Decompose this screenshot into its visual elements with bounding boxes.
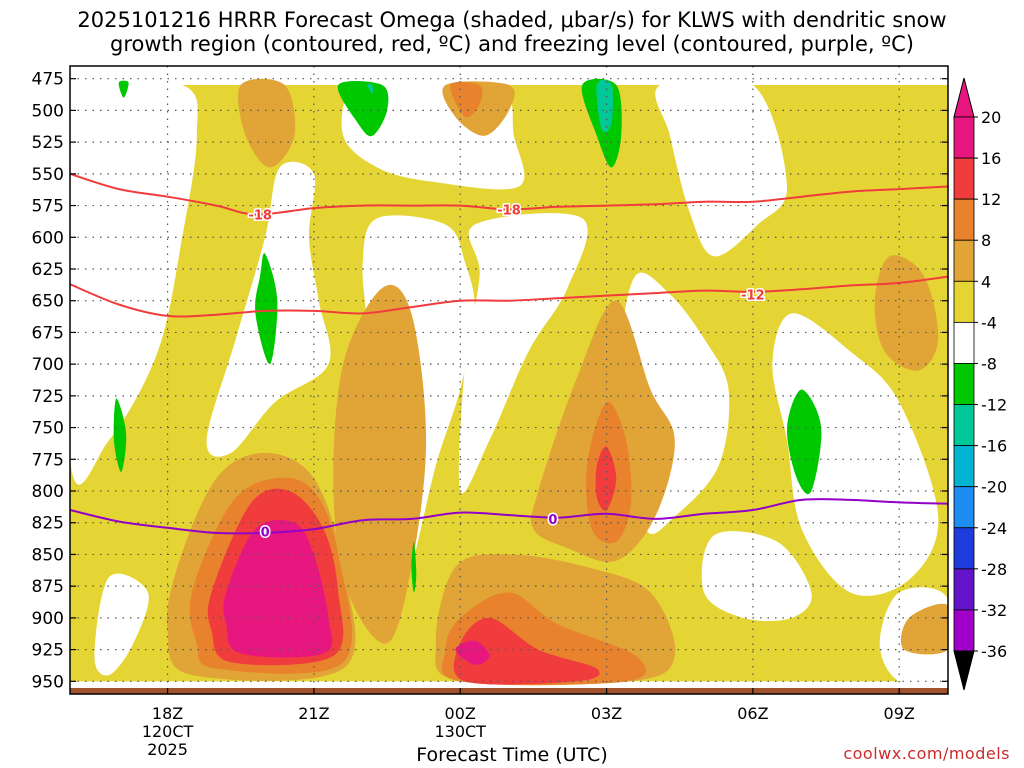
y-tick-label: 525 [32,133,64,153]
x-tick-label: 21Z [298,704,329,723]
y-tick-label: 475 [32,70,64,90]
chart-title-line-2: growth region (contoured, red, ºC) and f… [110,32,914,56]
x-tick-date: 130CT [434,722,486,741]
colorbar-segment [953,609,975,652]
omega-region [900,603,948,655]
colorbar-segment [953,321,975,364]
site-credit: coolwx.com/models [843,744,1010,763]
omega-shading [70,66,948,690]
chart-title-line-1: 2025101216 HRRR Forecast Omega (shaded, … [77,8,947,32]
colorbar-label: 12 [981,190,1001,209]
colorbar-label: -32 [981,601,1007,620]
dgz-contour-label: -18 [248,208,272,223]
colorbar-label: -24 [981,519,1007,538]
colorbar-label: 20 [981,108,1001,127]
omega-region [701,531,812,622]
y-axis: 475 500 525 550 575 600 625 650 675 700 725 750 775 8… [32,70,948,692]
colorbar-segment [953,404,975,447]
y-tick-label: 700 [32,355,64,375]
y-tick-label: 675 [32,323,64,343]
dgz-contour [70,275,948,318]
omega-region [450,81,483,118]
omega-region [453,617,600,685]
y-tick-label: 925 [32,641,64,661]
dgz-contour [70,172,948,216]
y-tick-label: 900 [32,609,64,629]
y-tick-label: 575 [32,197,64,217]
omega-region [337,81,389,137]
omega-region [237,78,296,168]
colorbar-segment [953,363,975,405]
y-tick-label: 500 [32,101,64,121]
y-tick-label: 950 [32,672,64,692]
y-tick-label: 825 [32,514,64,534]
colorbar-label: -36 [981,642,1007,661]
omega-region [595,446,617,511]
colorbar-segment [953,239,975,282]
omega-region [596,79,613,133]
x-tick-year: 2025 [147,740,188,759]
colorbar-label: 4 [981,272,991,291]
x-tick-label: 18Z [152,704,183,723]
x-axis-title: Forecast Time (UTC) [416,744,608,766]
omega-region [118,80,129,98]
omega-region [70,66,198,485]
plot-frame [69,65,949,695]
colorbar-label: -16 [981,437,1007,456]
omega-region [455,640,490,665]
y-tick-label: 875 [32,577,64,597]
colorbar-label: 8 [981,231,991,250]
colorbar-segment [953,157,975,200]
freezing-level-contour [70,498,948,535]
colorbar-label: -12 [981,396,1007,415]
y-tick-label: 800 [32,482,64,502]
y-tick-label: 625 [32,260,64,280]
colorbar-label: -20 [981,478,1007,497]
colorbar-segment [953,116,975,159]
colorbar-label: 16 [981,149,1001,168]
colorbar: 20 16 12 8 4 -4 -8 -12 -16 -20 -24 -28 -32 -36 [953,77,1007,691]
y-tick-label: 775 [32,450,64,470]
colorbar-label: -28 [981,560,1007,579]
ground-bar [70,688,948,694]
colorbar-segment [953,445,975,488]
omega-region [772,313,939,596]
omega-region [113,398,127,473]
omega-region [655,75,788,257]
colorbar-segment [953,486,975,529]
colorbar-label: -4 [981,313,997,332]
temperature-contours: -18 -18 -12 0 0 [70,172,948,542]
freezing-level-contour-label: 0 [261,526,270,541]
y-tick-label: 550 [32,165,64,185]
x-tick-date: 120CT [142,722,194,741]
colorbar-segment [953,280,975,323]
colorbar-segment [953,568,975,611]
y-tick-label: 850 [32,545,64,565]
x-tick-label: 00Z [445,704,476,723]
x-tick-label: 06Z [737,704,768,723]
x-tick-label: 09Z [884,704,915,723]
dgz-contour-label: -18 [497,203,521,218]
colorbar-label: -8 [981,354,997,373]
y-tick-label: 725 [32,387,64,407]
colorbar-segment [953,198,975,241]
dgz-contour-label: -12 [741,288,765,303]
omega-region [367,83,373,94]
x-tick-label: 03Z [591,704,622,723]
omega-region [255,253,278,365]
colorbar-bottom-triangle [953,650,975,691]
y-tick-label: 650 [32,292,64,312]
omega-region [786,389,822,495]
freezing-level-contour-label: 0 [548,513,557,528]
y-tick-label: 600 [32,228,64,248]
omega-region [458,213,588,494]
colorbar-segment [953,527,975,570]
colorbar-top-triangle [953,77,975,118]
y-tick-label: 750 [32,419,64,439]
